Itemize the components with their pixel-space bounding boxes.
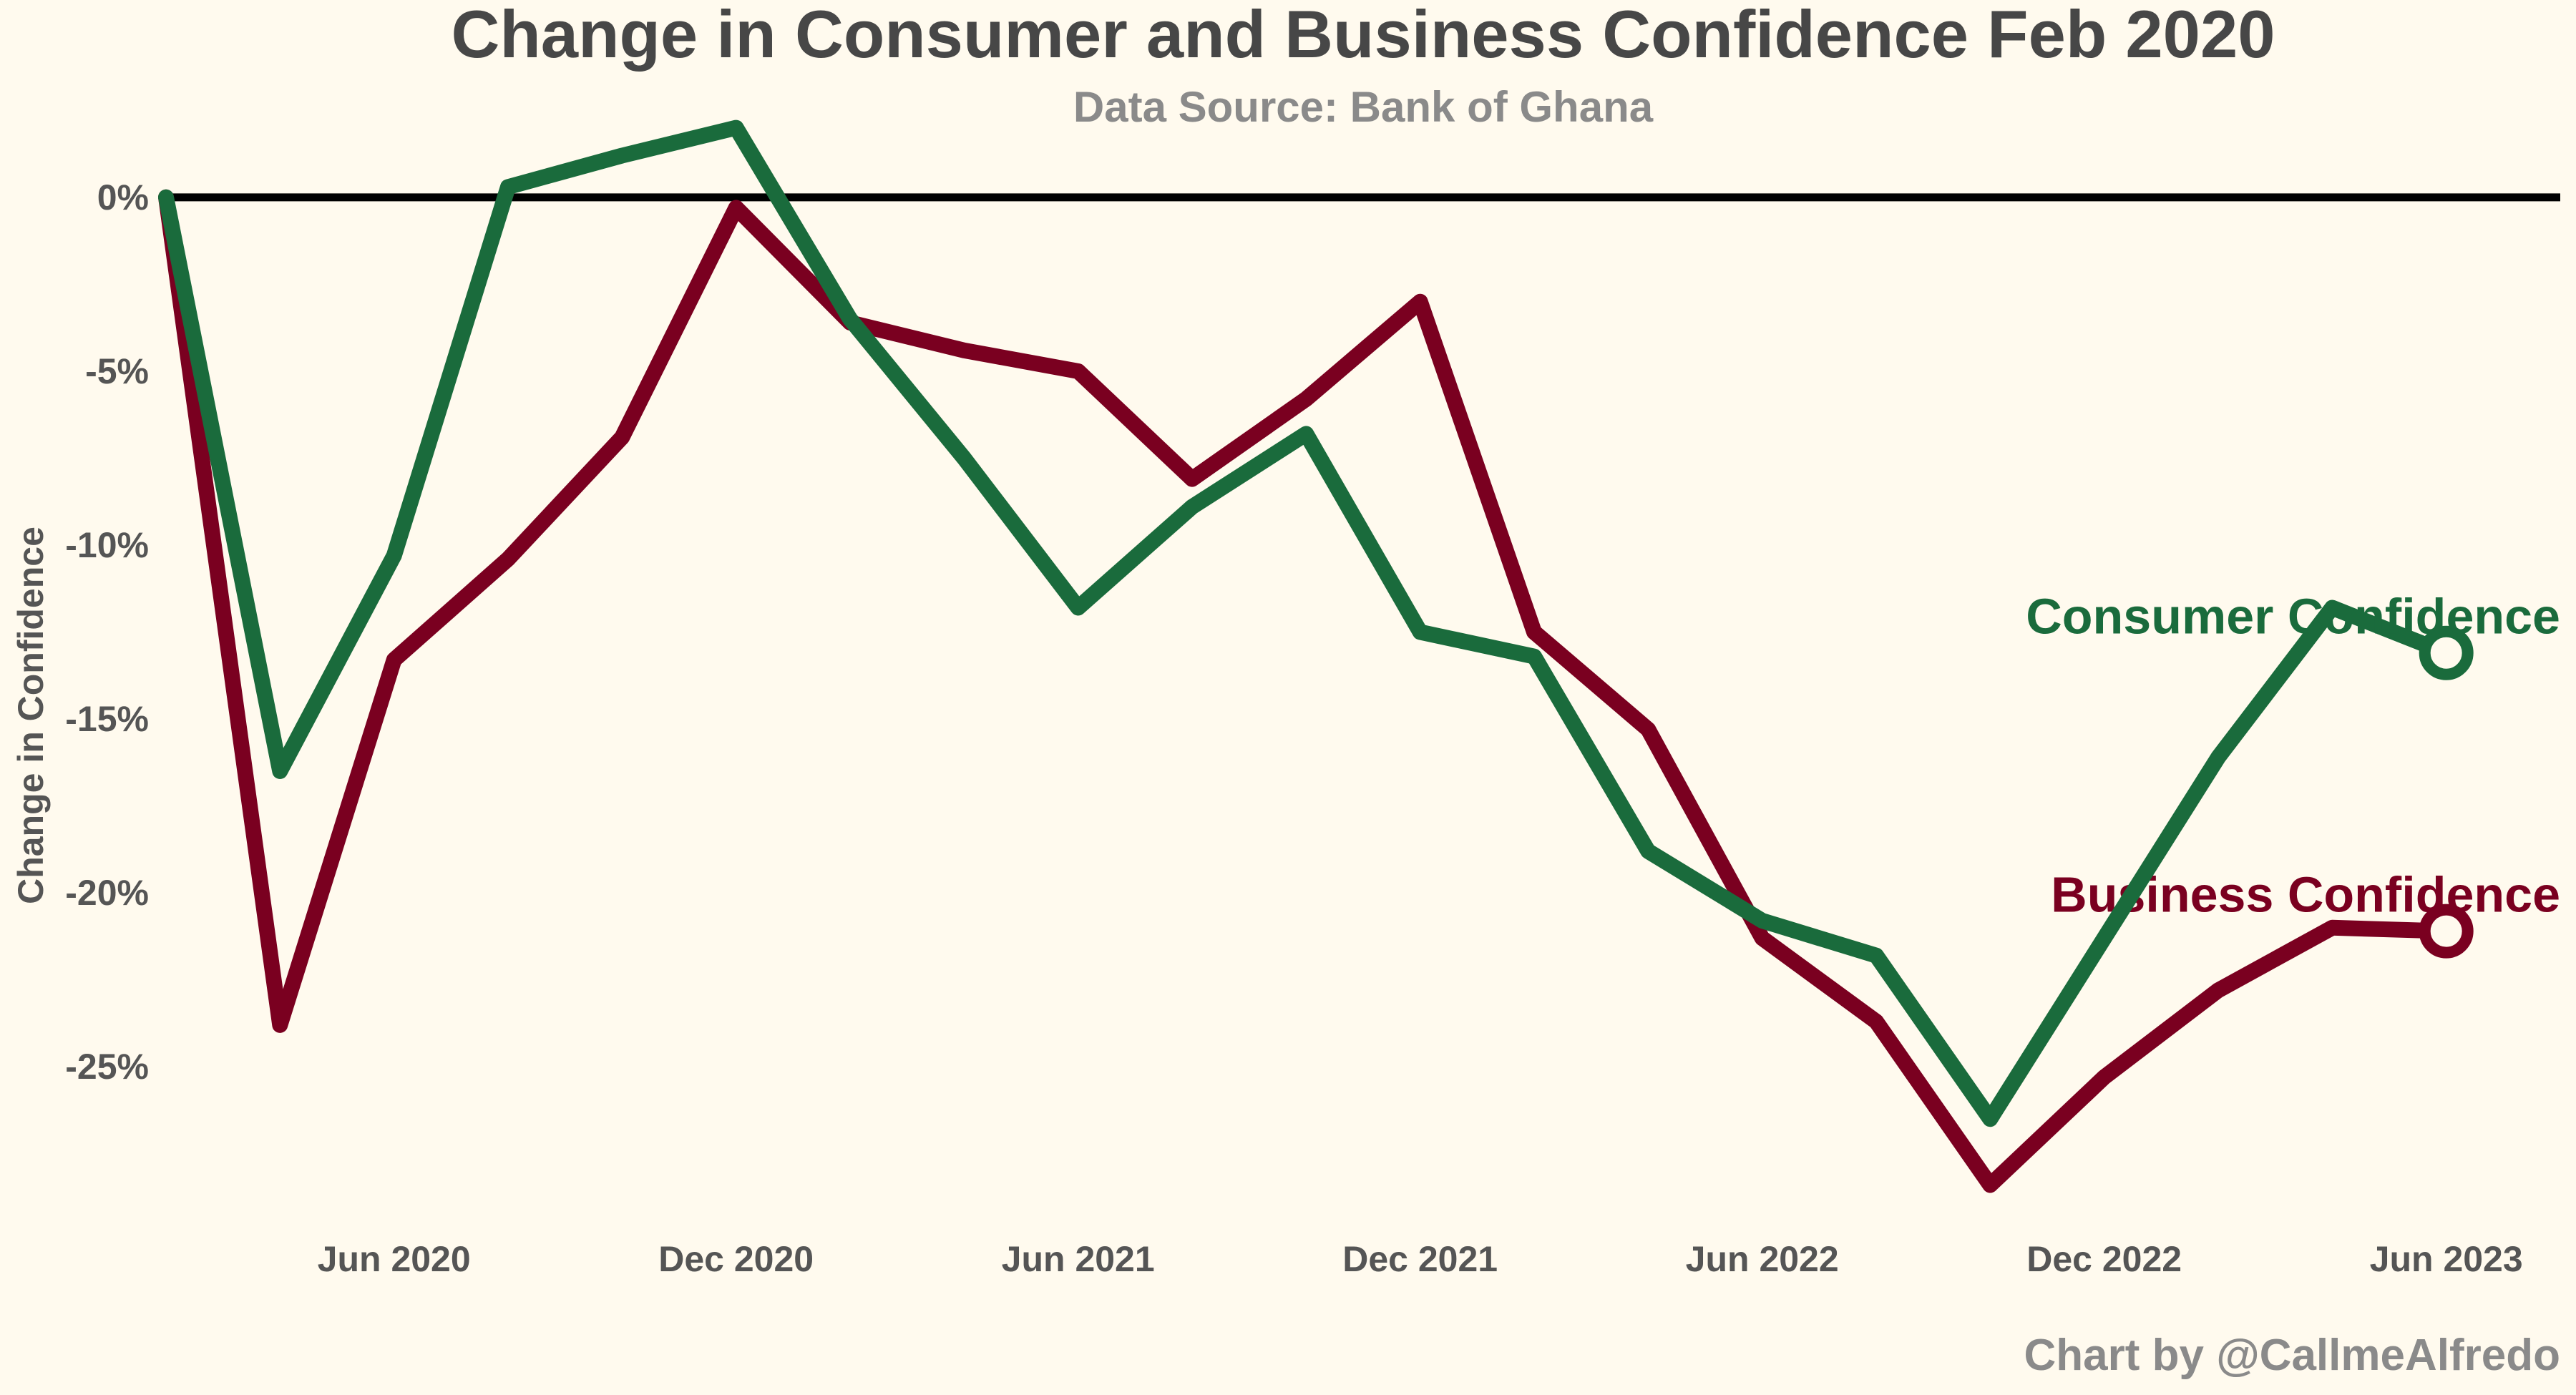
x-tick-label: Dec 2021 bbox=[1342, 1239, 1498, 1279]
x-axis-ticks: Jun 2020 Dec 2020 Jun 2021 Dec 2021 Jun 2022… bbox=[318, 1239, 2523, 1279]
y-tick-label: -25% bbox=[65, 1047, 149, 1087]
y-axis-ticks: 0% -5% -10% -15% -20% -25% bbox=[65, 177, 149, 1087]
x-tick-label: Dec 2022 bbox=[2026, 1239, 2182, 1279]
consumer-confidence-line bbox=[158, 119, 2454, 1127]
y-axis-label: Change in Confidence bbox=[11, 527, 51, 904]
business-confidence-line bbox=[158, 189, 2454, 1193]
chart-subtitle: Data Source: Bank of Ghana bbox=[1073, 83, 1654, 131]
consumer-confidence-label: Consumer Confidence bbox=[2026, 589, 2560, 645]
chart-title: Change in Consumer and Business Confiden… bbox=[451, 0, 2275, 72]
y-tick-label: -15% bbox=[65, 699, 149, 739]
x-tick-label: Dec 2020 bbox=[658, 1239, 814, 1279]
y-tick-label: 0% bbox=[97, 177, 149, 217]
y-tick-label: -5% bbox=[85, 351, 149, 391]
x-tick-label: Jun 2020 bbox=[318, 1239, 471, 1279]
x-tick-label: Jun 2021 bbox=[1002, 1239, 1155, 1279]
y-tick-label: -20% bbox=[65, 873, 149, 913]
y-tick-label: -10% bbox=[65, 525, 149, 565]
chart-credit: Chart by @CallmeAlfredo bbox=[2024, 1331, 2560, 1380]
x-tick-label: Jun 2023 bbox=[2370, 1239, 2523, 1279]
x-tick-label: Jun 2022 bbox=[1686, 1239, 1839, 1279]
business-confidence-end-marker bbox=[2419, 904, 2474, 959]
consumer-confidence-end-marker bbox=[2419, 625, 2474, 680]
